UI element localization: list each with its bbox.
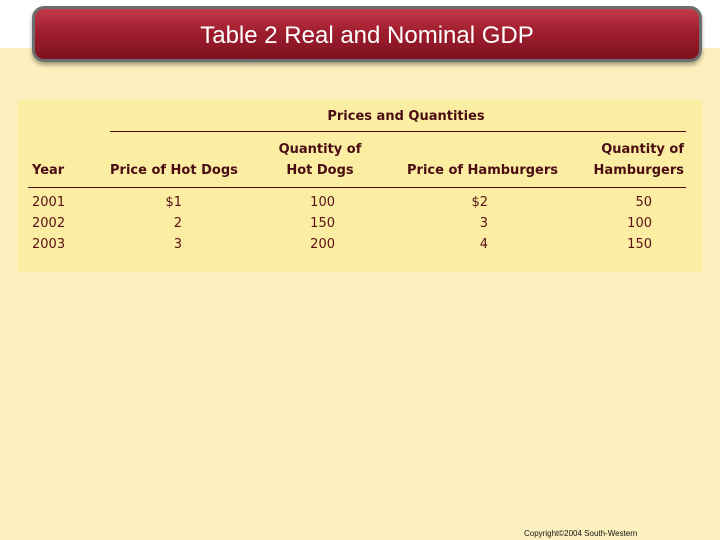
table-row-2001-qty-hot-dogs: 100 [310,195,335,210]
table-row-2002-qty-hamburgers: 100 [627,216,652,231]
table-row-2001-year: 2001 [32,195,66,210]
table-row-2003-qty-hamburgers: 150 [627,237,652,252]
copyright-notice: Copyright©2004 South-Western [524,529,638,538]
table-row-2003-year: 2003 [32,237,66,252]
title-bar: Table 2 Real and Nominal GDP [32,6,702,62]
table-row-2003-price-hot-dogs: 3 [173,237,182,252]
group-header-prices-quantities: Prices and Quantities [327,109,485,124]
table-row-2002-price-hot-dogs: 2 [173,216,182,231]
table-row-2002-qty-hot-dogs: 150 [310,216,335,231]
header-rule [28,187,686,188]
group-header-rule [110,131,686,132]
table-row-2001-price-hot-dogs: $1 [165,195,182,210]
header-qty-hot-dogs-line2: Hot Dogs [286,163,354,178]
header-qty-hot-dogs-line1: Quantity of [278,142,362,157]
table-panel [18,100,702,272]
table-row-2003-qty-hot-dogs: 200 [310,237,335,252]
header-price-hot-dogs: Price of Hot Dogs [110,163,238,178]
header-qty-hamburgers-line1: Quantity of [601,142,684,157]
table-row-2001-price-hamburgers: $2 [471,195,488,210]
header-year: Year [32,163,65,178]
table-row-2002-price-hamburgers: 3 [479,216,488,231]
table-row-2003-price-hamburgers: 4 [479,237,488,252]
slide-title: Table 2 Real and Nominal GDP [200,22,534,49]
header-qty-hamburgers-line2: Hamburgers [593,163,684,178]
table-row-2002-year: 2002 [32,216,66,231]
header-price-hamburgers: Price of Hamburgers [407,163,558,178]
table-row-2001-qty-hamburgers: 50 [635,195,652,210]
